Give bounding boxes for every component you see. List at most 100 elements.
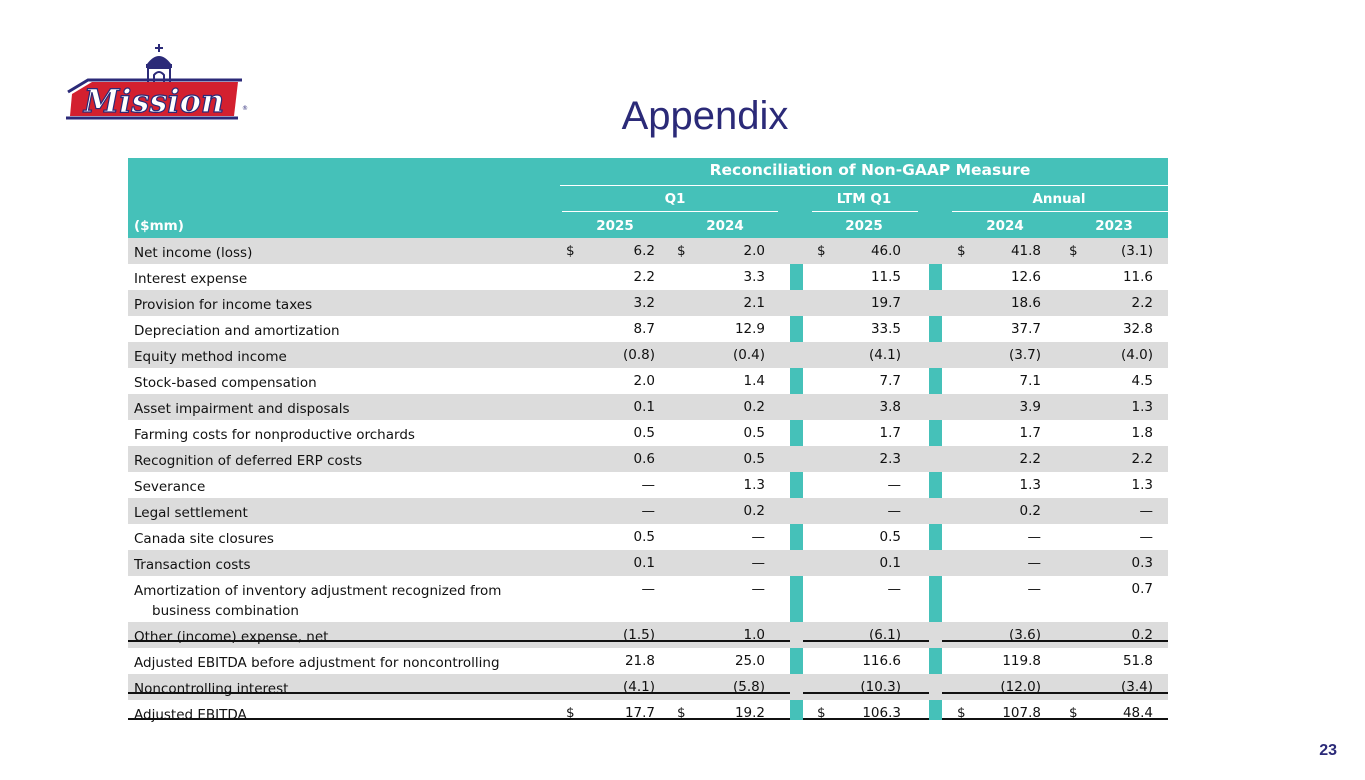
table-row: Interest expense 2.2 3.3 11.5 12.6 11.6 [128,264,1168,290]
row-value: — [1139,503,1154,519]
row-value: 19.7 [870,295,901,311]
row-label-continued: business combination [152,603,299,619]
bottom-rule [942,718,1168,720]
row-value: (3.6) [1008,627,1041,643]
row-label: Severance [134,479,206,495]
row-value: 107.8 [1002,705,1041,721]
table-row: Adjusted EBITDA before adjustment for no… [128,648,1168,674]
row-value: (3.1) [1120,243,1153,259]
row-value: 32.8 [1122,321,1153,337]
row-value: 11.6 [1122,269,1153,285]
page-title: Appendix [621,94,789,138]
row-value: (0.4) [732,347,765,363]
row-value: 0.3 [1131,555,1153,571]
table-row: Other (income) expense, net (1.5) 1.0 (6.1)… [128,622,1168,648]
row-value: 2.0 [633,373,655,389]
row-value: 0.1 [633,555,655,571]
year-header: 2025 [845,218,883,234]
row-value: 1.3 [1019,477,1041,493]
row-value: 2.2 [1019,451,1041,467]
row-label: Equity method income [134,349,287,365]
row-value: — [1139,529,1154,545]
row-label: Adjusted EBITDA [134,707,247,723]
row-value: 3.9 [1019,399,1041,415]
row-value: (0.8) [622,347,655,363]
row-label: Depreciation and amortization [134,323,340,339]
row-value: 0.2 [743,399,765,415]
total-rule [128,692,790,694]
row-value: (12.0) [1000,679,1041,695]
table-row: Equity method income (0.8) (0.4) (4.1) (3.7)… [128,342,1168,368]
row-value: 2.2 [1131,451,1153,467]
currency-symbol: $ [677,243,686,259]
row-value: 17.7 [624,705,655,721]
row-value: 21.8 [624,653,655,669]
currency-symbol: $ [817,243,826,259]
row-value: 106.3 [862,705,901,721]
row-label: Asset impairment and disposals [134,401,350,417]
row-label: Net income (loss) [134,245,253,261]
row-label: Provision for income taxes [134,297,313,313]
row-label: Legal settlement [134,505,248,521]
row-label: Recognition of deferred ERP costs [134,453,363,469]
row-value: 12.9 [734,321,765,337]
row-value: 1.0 [743,627,765,643]
row-value: 3.3 [743,269,765,285]
currency-symbol: $ [817,705,826,721]
logo-wordmark: Mission [83,82,224,120]
row-value: 1.7 [879,425,901,441]
table-row: Transaction costs 0.1 — 0.1 — 0.3 [128,550,1168,576]
year-header: 2025 [596,218,634,234]
row-value: 25.0 [734,653,765,669]
row-value: 2.0 [743,243,765,259]
group-rule-annual [952,211,1168,212]
total-rule [942,692,1168,694]
row-value: — [887,477,902,493]
row-value: 0.1 [879,555,901,571]
row-value: 2.2 [1131,295,1153,311]
row-value: 0.1 [633,399,655,415]
table-row: Recognition of deferred ERP costs 0.6 0.5 2… [128,446,1168,472]
subtotal-rule [128,640,790,642]
table-row: Adjusted EBITDA 17.7 19.2 106.3 107.8 48.4 $ $ $… [128,700,1168,726]
row-value: 2.1 [743,295,765,311]
row-value: 0.2 [1131,627,1153,643]
table-row: Severance — 1.3 — 1.3 1.3 [128,472,1168,498]
currency-symbol: $ [957,705,966,721]
table-row: Stock-based compensation 2.0 1.4 7.7 7.1 4.5 [128,368,1168,394]
table-header-panel [128,158,1168,238]
row-value: 0.6 [633,451,655,467]
currency-symbol: $ [566,705,575,721]
subtotal-rule [942,640,1168,642]
row-value: — [751,529,766,545]
row-value: (1.5) [622,627,655,643]
row-value: — [1027,555,1042,571]
row-value: 119.8 [1002,653,1041,669]
row-value: 7.7 [879,373,901,389]
row-label: Canada site closures [134,531,274,547]
row-value: — [641,477,656,493]
row-label: Noncontrolling interest [134,681,289,697]
mission-logo: Mission ® [66,44,248,121]
currency-symbol: $ [1069,705,1078,721]
row-value: 1.3 [743,477,765,493]
header-rule [560,185,1168,186]
subtotal-rule [803,640,929,642]
row-label: Farming costs for nonproductive orchards [134,427,415,443]
row-value: — [641,503,656,519]
table-row: Provision for income taxes 3.2 2.1 19.7 18.6… [128,290,1168,316]
row-value: 2.3 [879,451,901,467]
row-value: 6.2 [633,243,655,259]
table-row: Depreciation and amortization 8.7 12.9 33.5… [128,316,1168,342]
year-header: 2024 [706,218,744,234]
table-row: Net income (loss) 6.2 2.0 46.0 41.8 (3.1) $ $ $ $… [128,238,1168,264]
row-value: (3.4) [1120,679,1153,695]
row-value: 18.6 [1010,295,1041,311]
row-value: 0.7 [1131,581,1153,597]
row-value: (4.1) [868,347,901,363]
currency-symbol: $ [957,243,966,259]
table-row: Asset impairment and disposals 0.1 0.2 3.8 3… [128,394,1168,420]
row-value: — [751,555,766,571]
row-value: 3.8 [879,399,901,415]
row-value: — [641,581,656,597]
